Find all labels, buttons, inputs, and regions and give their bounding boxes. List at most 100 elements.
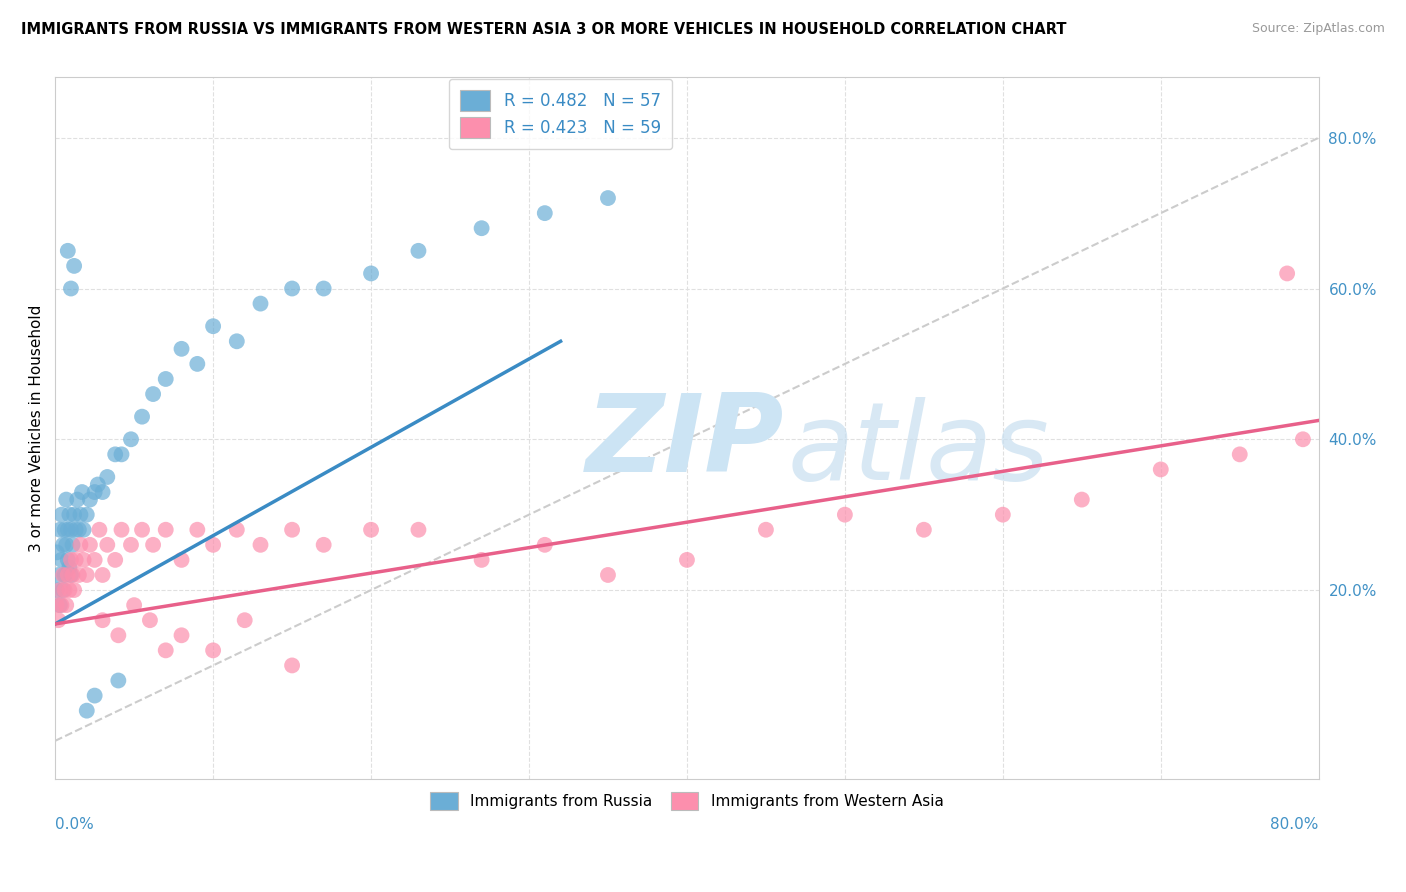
Point	[120, 432, 142, 446]
Point	[408, 244, 430, 258]
Point	[360, 523, 382, 537]
Point	[55, 598, 77, 612]
Point	[91, 613, 114, 627]
Point	[202, 319, 225, 334]
Point	[122, 598, 145, 612]
Point	[83, 553, 105, 567]
Point	[1292, 432, 1315, 446]
Point	[55, 492, 77, 507]
Legend: Immigrants from Russia, Immigrants from Western Asia: Immigrants from Russia, Immigrants from …	[425, 786, 949, 816]
Point	[834, 508, 856, 522]
Point	[46, 613, 69, 627]
Point	[53, 568, 76, 582]
Text: ZIP: ZIP	[586, 389, 785, 495]
Point	[76, 508, 98, 522]
Point	[58, 582, 80, 597]
Point	[79, 492, 101, 507]
Point	[225, 334, 247, 349]
Point	[76, 568, 98, 582]
Point	[76, 704, 98, 718]
Point	[360, 267, 382, 281]
Point	[233, 613, 256, 627]
Point	[59, 281, 82, 295]
Text: 80.0%: 80.0%	[1271, 817, 1319, 832]
Point	[596, 568, 619, 582]
Point	[281, 281, 304, 295]
Point	[1229, 447, 1251, 461]
Point	[62, 568, 84, 582]
Point	[89, 523, 111, 537]
Point	[110, 447, 132, 461]
Point	[110, 523, 132, 537]
Point	[155, 372, 177, 386]
Point	[58, 560, 80, 574]
Point	[56, 523, 79, 537]
Point	[225, 523, 247, 537]
Point	[1070, 492, 1092, 507]
Point	[281, 658, 304, 673]
Point	[533, 206, 555, 220]
Point	[53, 582, 76, 597]
Point	[96, 470, 118, 484]
Point	[471, 221, 494, 235]
Point	[46, 568, 69, 582]
Point	[170, 628, 193, 642]
Point	[170, 553, 193, 567]
Point	[59, 523, 82, 537]
Point	[49, 523, 72, 537]
Point	[69, 508, 91, 522]
Point	[62, 538, 84, 552]
Point	[52, 568, 75, 582]
Point	[56, 244, 79, 258]
Point	[56, 568, 79, 582]
Point	[155, 523, 177, 537]
Point	[107, 628, 129, 642]
Point	[96, 538, 118, 552]
Point	[58, 508, 80, 522]
Point	[249, 296, 271, 310]
Point	[87, 477, 110, 491]
Point	[72, 553, 94, 567]
Point	[139, 613, 162, 627]
Point	[312, 281, 335, 295]
Point	[202, 538, 225, 552]
Point	[65, 553, 87, 567]
Point	[91, 485, 114, 500]
Point	[66, 492, 89, 507]
Point	[65, 523, 87, 537]
Point	[676, 553, 699, 567]
Point	[70, 485, 93, 500]
Point	[63, 582, 86, 597]
Text: Source: ZipAtlas.com: Source: ZipAtlas.com	[1251, 22, 1385, 36]
Point	[131, 523, 153, 537]
Point	[83, 689, 105, 703]
Point	[59, 553, 82, 567]
Point	[72, 523, 94, 537]
Point	[1275, 267, 1298, 281]
Point	[281, 523, 304, 537]
Point	[533, 538, 555, 552]
Point	[49, 598, 72, 612]
Point	[471, 553, 494, 567]
Point	[249, 538, 271, 552]
Point	[55, 538, 77, 552]
Point	[51, 553, 73, 567]
Point	[63, 508, 86, 522]
Point	[51, 598, 73, 612]
Point	[56, 553, 79, 567]
Y-axis label: 3 or more Vehicles in Household: 3 or more Vehicles in Household	[30, 304, 44, 551]
Point	[142, 538, 165, 552]
Text: atlas: atlas	[787, 397, 1050, 501]
Point	[52, 538, 75, 552]
Point	[155, 643, 177, 657]
Point	[45, 545, 67, 559]
Point	[131, 409, 153, 424]
Point	[408, 523, 430, 537]
Point	[991, 508, 1014, 522]
Point	[79, 538, 101, 552]
Point	[312, 538, 335, 552]
Point	[49, 582, 72, 597]
Point	[53, 523, 76, 537]
Point	[69, 538, 91, 552]
Text: IMMIGRANTS FROM RUSSIA VS IMMIGRANTS FROM WESTERN ASIA 3 OR MORE VEHICLES IN HOU: IMMIGRANTS FROM RUSSIA VS IMMIGRANTS FRO…	[21, 22, 1067, 37]
